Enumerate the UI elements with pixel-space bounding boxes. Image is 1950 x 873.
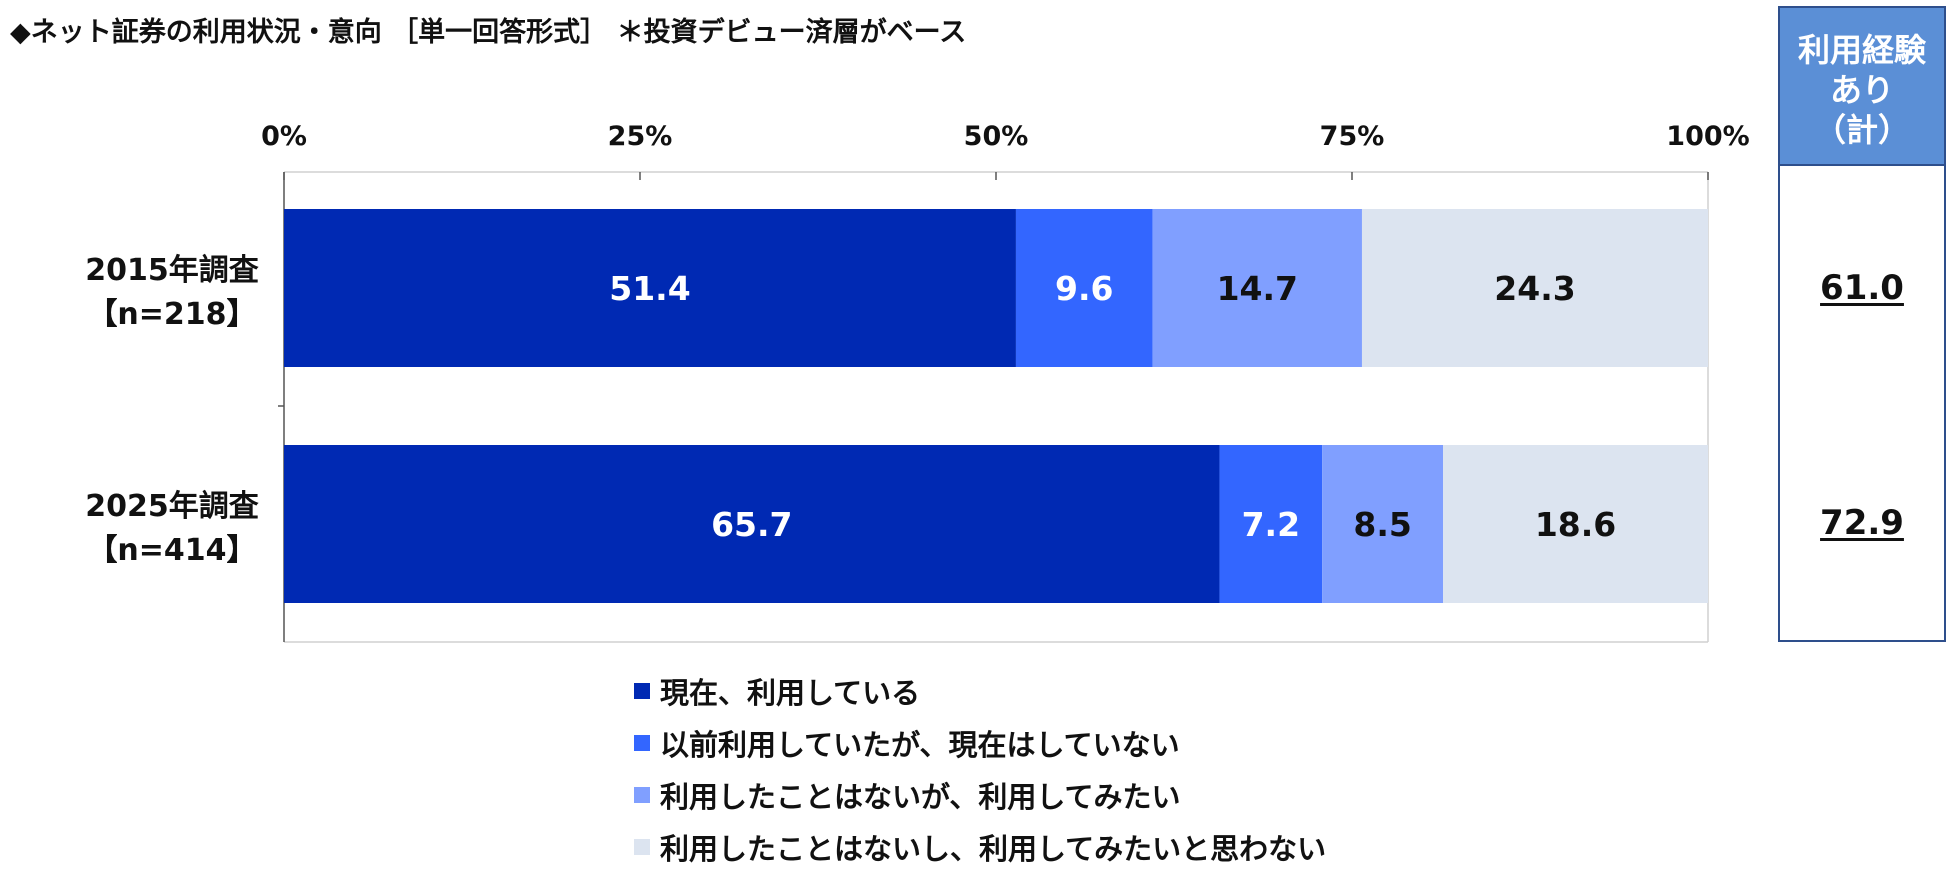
bar-segment	[1015, 209, 1153, 367]
bar-segment	[1443, 445, 1708, 603]
bar-value-label: 51.4	[609, 269, 690, 308]
legend-item: 利用したことはないが、利用してみたい	[634, 769, 1326, 821]
bar-value-label: 8.5	[1353, 505, 1411, 544]
experience-total-header: 利用経験 あり （計）	[1780, 8, 1944, 166]
legend-label: 以前利用していたが、現在はしていない	[660, 728, 1180, 762]
legend-item: 利用したことはないし、利用してみたいと思わない	[634, 821, 1326, 873]
legend-swatch	[634, 839, 650, 855]
chart-title: ◆ネット証券の利用状況・意向 ［単一回答形式］ ＊投資デビュー済層がベース	[10, 17, 967, 48]
legend: 現在、利用している 以前利用していたが、現在はしていない 利用したことはないが、…	[634, 665, 1326, 873]
legend-label: 現在、利用している	[660, 676, 921, 710]
x-tick-label: 75%	[1320, 121, 1385, 152]
legend-swatch	[634, 683, 650, 699]
x-tick-label: 0%	[261, 121, 307, 152]
category-label: 2025年調査	[85, 489, 259, 524]
legend-item: 現在、利用している	[634, 665, 1326, 717]
header-line: （計）	[1813, 111, 1910, 149]
bar-segment	[1361, 209, 1708, 367]
category-label: 【n=218】	[87, 297, 256, 332]
legend-label: 利用したことはないが、利用してみたい	[660, 780, 1181, 814]
bar-value-label: 9.6	[1055, 269, 1113, 308]
bar-value-label: 24.3	[1494, 269, 1575, 308]
category-label: 2015年調査	[85, 253, 259, 288]
legend-item: 以前利用していたが、現在はしていない	[634, 717, 1326, 769]
bar-value-label: 18.6	[1535, 505, 1616, 544]
header-line: あり	[1829, 71, 1894, 109]
x-tick-label: 50%	[964, 121, 1029, 152]
legend-swatch	[634, 787, 650, 803]
bar-segment	[1219, 445, 1323, 603]
header-line: 利用経験	[1797, 31, 1926, 69]
x-tick-label: 100%	[1666, 121, 1749, 152]
bar-value-label: 65.7	[711, 505, 792, 544]
bar-segment	[1322, 445, 1444, 603]
experience-total-2025: 72.9	[1820, 503, 1904, 543]
x-tick-label: 25%	[608, 121, 673, 152]
legend-swatch	[634, 735, 650, 751]
experience-total-panel: 利用経験 あり （計） 61.0 72.9	[1778, 6, 1946, 642]
bar-segment	[1152, 209, 1362, 367]
bar-value-label: 7.2	[1242, 505, 1300, 544]
legend-label: 利用したことはないし、利用してみたいと思わない	[660, 832, 1327, 866]
stacked-bar-chart: 0% 25% 50% 75% 100% 2015年調査【n=218】 2025年調査【n=4…	[85, 121, 1750, 643]
bar-segment	[284, 209, 1016, 367]
category-label: 【n=414】	[87, 533, 256, 568]
bar-segment	[284, 445, 1220, 603]
bar-value-label: 14.7	[1217, 269, 1298, 308]
experience-total-2015: 61.0	[1820, 268, 1904, 308]
